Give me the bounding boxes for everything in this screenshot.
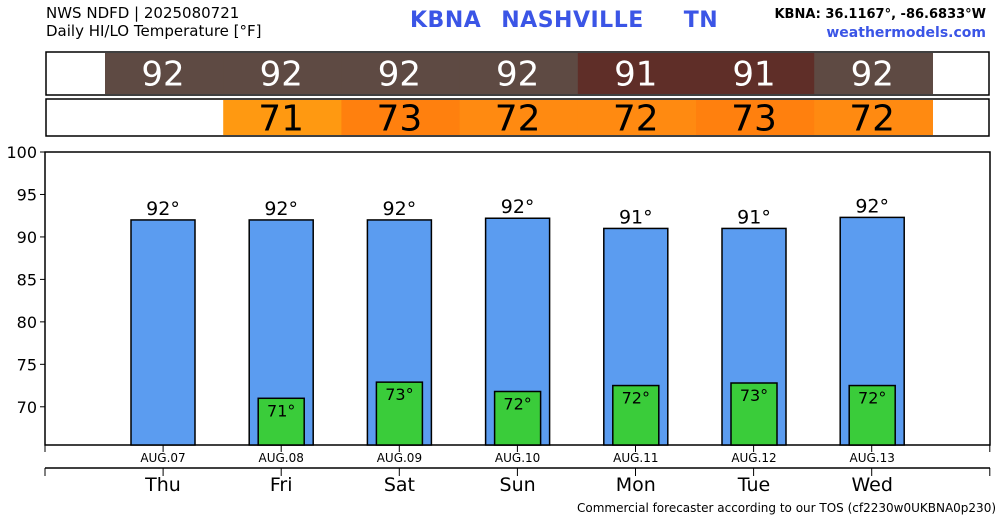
low-bar xyxy=(848,384,896,446)
high-bar-label: 92° xyxy=(264,198,298,220)
strip-high-cell xyxy=(696,53,815,94)
low-bar-label: 72° xyxy=(503,394,531,413)
strip-low-cell xyxy=(696,100,815,135)
strip-high-value: 91 xyxy=(732,55,775,95)
date-label: AUG.11 xyxy=(613,451,658,465)
date-label: AUG.08 xyxy=(259,451,304,465)
day-label: Thu xyxy=(144,474,181,496)
day-label: Sat xyxy=(384,474,415,496)
date-label: AUG.12 xyxy=(731,451,776,465)
low-bar-label: 71° xyxy=(267,401,295,420)
strip-high-value: 92 xyxy=(260,55,303,95)
strip-high-value: 92 xyxy=(378,55,421,95)
strip-high-cell xyxy=(577,53,697,94)
low-bar-label: 72° xyxy=(858,389,886,408)
state-name: TN xyxy=(683,8,719,33)
product-title: NWS NDFD | 2025080721 xyxy=(46,4,240,22)
day-label: Fri xyxy=(270,474,293,496)
low-bar xyxy=(730,382,778,446)
y-tick-label: 85 xyxy=(17,270,37,289)
strip-low-cell xyxy=(223,100,342,135)
y-tick-label: 70 xyxy=(17,398,37,417)
strip-high-cell xyxy=(459,53,579,94)
date-label: AUG.13 xyxy=(850,451,895,465)
strip-low-value: 73 xyxy=(376,99,422,140)
strip-high-value: 91 xyxy=(614,55,657,95)
y-tick-label: 80 xyxy=(17,313,37,332)
header-left: NWS NDFD | 2025080721 Daily HI/LO Temper… xyxy=(46,4,262,40)
strip-low-cell xyxy=(814,100,933,135)
strip-low-value: 72 xyxy=(849,99,895,140)
y-tick-label: 90 xyxy=(17,228,37,247)
city-name: NASHVILLE xyxy=(501,8,644,33)
strip-high-cell xyxy=(814,53,933,94)
date-label: AUG.10 xyxy=(495,451,540,465)
strip-high-cell xyxy=(223,53,342,94)
strip-low-value: 71 xyxy=(258,99,304,140)
high-bar-label: 91° xyxy=(737,206,771,228)
site-link[interactable]: weathermodels.com xyxy=(826,25,986,41)
low-bar xyxy=(257,397,305,446)
station-title: KBNA NASHVILLE TN xyxy=(410,8,718,33)
y-tick-label: 95 xyxy=(17,185,37,204)
strip-low-cell xyxy=(341,100,461,135)
strip-high-value: 92 xyxy=(851,55,894,95)
high-bar xyxy=(130,219,196,446)
date-label: AUG.07 xyxy=(140,451,185,465)
day-label: Mon xyxy=(616,474,656,496)
low-bar-label: 72° xyxy=(622,389,650,408)
strip-high-value: 92 xyxy=(141,55,184,95)
footer-note: Commercial forecaster according to our T… xyxy=(577,501,997,515)
y-tick-label: 100 xyxy=(6,143,37,162)
strip-low-value: 73 xyxy=(731,99,777,140)
low-bar-label: 73° xyxy=(385,385,413,404)
day-label: Sun xyxy=(500,474,536,496)
strip-high-value: 92 xyxy=(496,55,539,95)
date-label: AUG.09 xyxy=(377,451,422,465)
chart-subtitle: Daily HI/LO Temperature [°F] xyxy=(46,22,262,40)
day-label: Tue xyxy=(737,474,770,496)
high-bar-label: 92° xyxy=(383,198,417,220)
high-bar-label: 92° xyxy=(855,195,889,217)
high-bar-label: 92° xyxy=(501,196,535,218)
strip-high-cell xyxy=(105,53,224,94)
low-bar xyxy=(612,384,660,446)
day-label: Wed xyxy=(851,474,892,496)
station-coords: KBNA: 36.1167°, -86.6833°W xyxy=(774,7,986,22)
low-bar-label: 73° xyxy=(740,386,768,405)
y-tick-label: 75 xyxy=(17,355,37,374)
strip-low-cell xyxy=(577,100,697,135)
header-right: KBNA: 36.1167°, -86.6833°W weathermodels… xyxy=(774,6,986,42)
strip-low-value: 72 xyxy=(495,99,541,140)
strip-high-cell xyxy=(341,53,461,94)
high-bar-label: 91° xyxy=(619,206,653,228)
high-bar-label: 92° xyxy=(146,198,180,220)
station-id: KBNA xyxy=(410,8,482,33)
strip-low-cell xyxy=(459,100,579,135)
strip-low-value: 72 xyxy=(613,99,659,140)
